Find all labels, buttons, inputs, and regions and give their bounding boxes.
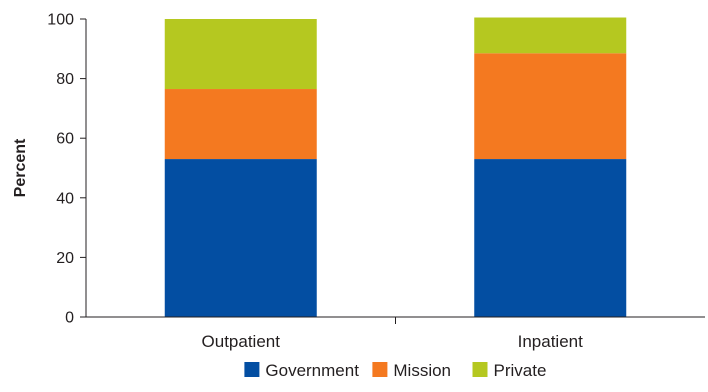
y-axis-ticks: 0 20 40 60 80 100: [47, 12, 86, 327]
bars-layer: [164, 17, 627, 317]
legend-swatch-private: [472, 362, 488, 377]
legend-label: Private: [494, 361, 547, 380]
bar-segment-mission: [164, 89, 317, 160]
y-tick-label: 20: [56, 250, 74, 267]
y-tick-label: 60: [56, 131, 74, 148]
bar-segment-government: [474, 159, 627, 317]
y-axis-title: Percent: [12, 138, 29, 197]
legend-swatch-government: [244, 362, 260, 377]
y-tick-label: 0: [65, 310, 74, 327]
x-category-label: Outpatient: [202, 332, 281, 351]
bar-segment-private: [474, 17, 627, 54]
y-tick-label: 40: [56, 190, 74, 207]
legend-swatch-mission: [372, 362, 388, 377]
y-tick-label: 100: [47, 12, 74, 29]
legend-label: Government: [265, 361, 359, 380]
x-category-label: Inpatient: [518, 332, 583, 351]
x-axis-ticks: Outpatient Inpatient: [202, 317, 583, 351]
bar-segment-mission: [474, 53, 627, 160]
bar-segment-private: [164, 19, 317, 90]
bar-segment-government: [164, 159, 317, 317]
legend-label: Mission: [393, 361, 451, 380]
legend: Government Mission Private: [244, 361, 546, 380]
y-tick-label: 80: [56, 71, 74, 88]
